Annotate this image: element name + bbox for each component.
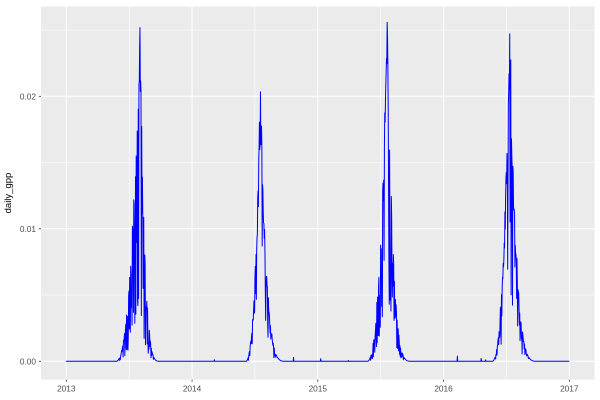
svg-text:daily_gpp: daily_gpp xyxy=(3,173,14,214)
svg-text:2014: 2014 xyxy=(183,384,202,394)
svg-text:2017: 2017 xyxy=(560,384,579,394)
svg-text:2016: 2016 xyxy=(434,384,453,394)
svg-text:0.02: 0.02 xyxy=(20,91,37,101)
svg-text:2013: 2013 xyxy=(57,384,76,394)
svg-text:2015: 2015 xyxy=(309,384,328,394)
svg-text:0.00: 0.00 xyxy=(20,356,37,366)
svg-text:0.01: 0.01 xyxy=(20,224,37,234)
